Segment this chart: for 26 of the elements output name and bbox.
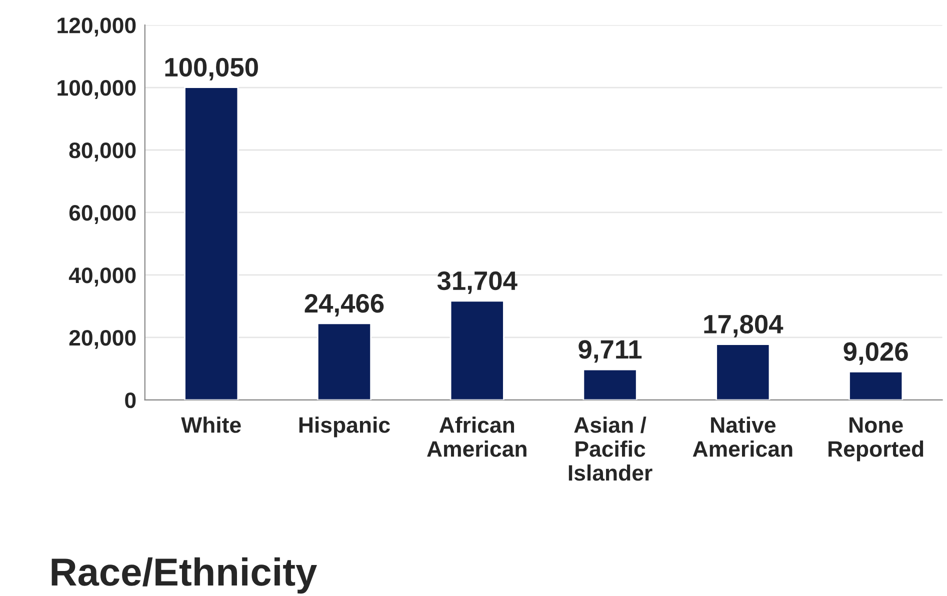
y-tick-label: 100,000 [58, 80, 136, 100]
data-label: 24,466 [304, 294, 384, 317]
bar [848, 371, 904, 400]
data-label: 9,711 [578, 340, 642, 363]
y-tick-label: 60,000 [69, 205, 136, 224]
y-tick-label: 40,000 [68, 267, 136, 286]
data-label: 17,804 [704, 314, 784, 338]
data-label: 31,704 [437, 271, 518, 294]
y-tick-label: 120,000 [58, 18, 136, 37]
y-tick-label: 0 [125, 392, 136, 408]
x-axis-title: Race/Ethnicity [52, 557, 317, 594]
y-tick-label: 80,000 [69, 142, 136, 162]
data-label: 100,050 [165, 58, 258, 80]
x-tick-label: White [181, 416, 241, 433]
bar [316, 322, 372, 400]
x-tick-label: Hispanic [299, 416, 390, 438]
bar [184, 86, 239, 400]
data-label: 9,026 [844, 342, 908, 365]
x-tick-label: African American [427, 416, 526, 457]
x-tick-label: None Reported [828, 417, 924, 462]
bar [716, 344, 770, 400]
bar [450, 300, 504, 400]
x-tick-label: Asian / Pacific Islander [568, 416, 652, 481]
x-tick-label: Native American [692, 416, 792, 457]
bar [582, 368, 638, 400]
y-tick-label: 20,000 [69, 330, 136, 349]
